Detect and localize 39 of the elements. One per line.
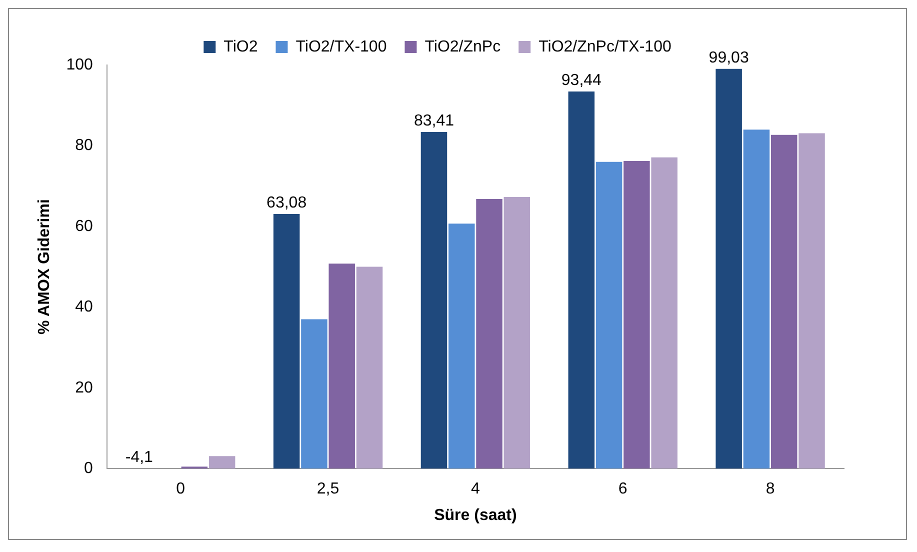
y-tick-label: 20 [75,379,93,396]
bar [301,319,328,469]
y-axis-title: % AMOX Giderimi [36,199,54,335]
data-label: 99,03 [708,49,749,66]
bar [420,132,448,469]
data-label: 83,41 [414,112,454,130]
y-tick-label: 0 [84,460,93,478]
x-tick-label: 6 [618,480,628,498]
legend-label: TiO2/ZnPc [424,38,501,56]
y-tick-label: 60 [75,218,93,235]
text: -4,1 [125,449,153,466]
bar [208,456,236,469]
bar [504,196,530,469]
legend-label: TiO2/TX-100 [296,38,387,56]
bar [770,134,798,469]
x-axis-title: Süre (saat) [434,506,517,524]
bar [328,264,355,469]
bar [798,133,825,469]
bar [596,162,622,469]
bar [448,224,475,469]
bar [716,68,742,469]
x-tick-label: 4 [470,480,480,498]
bar [743,130,770,469]
bar [476,198,502,469]
x-tick-label: 0 [176,480,186,498]
bar [273,214,300,469]
bar [356,266,383,469]
data-label: 93,44 [561,72,602,89]
y-tick-label: 40 [75,298,93,316]
y-tick-label: 80 [75,137,93,154]
legend-label: TiO2/ZnPc/TX-100 [538,38,672,56]
data-label: 63,08 [266,194,307,212]
legend-label: TiO2 [224,38,258,56]
x-tick-label: 8 [766,480,775,498]
bar [624,161,650,469]
bar [568,91,595,469]
bar [651,157,678,469]
y-tick-label: 100 [66,56,93,74]
x-tick-label: 2,5 [316,480,340,498]
